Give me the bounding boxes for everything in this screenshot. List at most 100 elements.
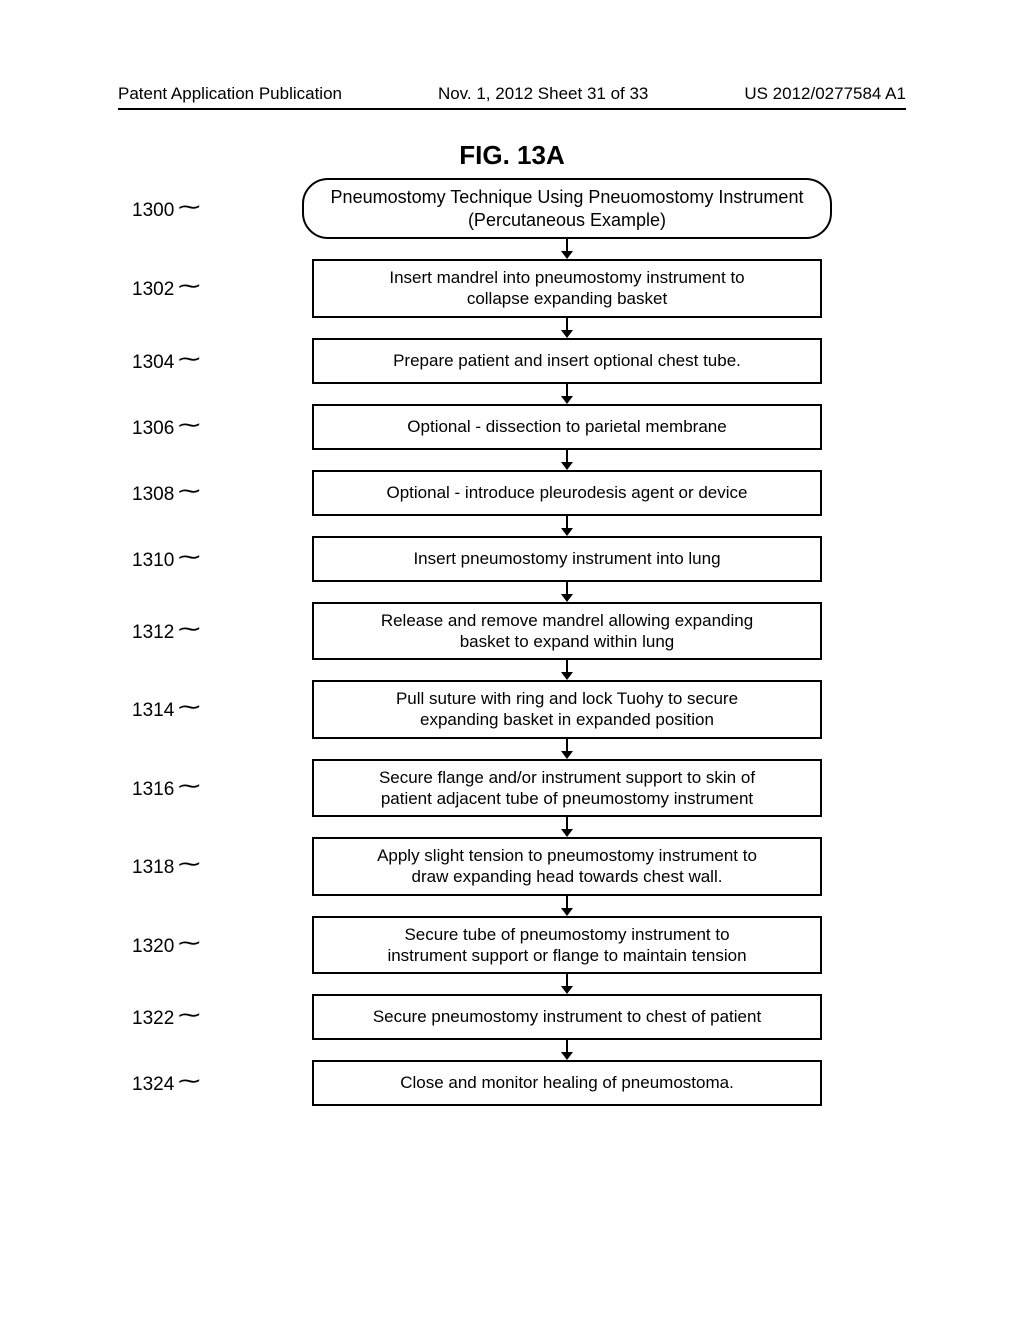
- arrow-down-icon: [559, 739, 575, 759]
- ref-number: 1310: [132, 550, 174, 571]
- arrow-down-icon: [559, 1040, 575, 1060]
- ref-number: 1324: [132, 1074, 174, 1095]
- header-rule: [118, 108, 906, 110]
- step-ref: 1318⁓: [132, 853, 204, 879]
- flow-row: 1304⁓ Prepare patient and insert optional…: [132, 338, 892, 384]
- arrow-down-icon: [559, 817, 575, 837]
- leader-icon: ⁓: [178, 851, 200, 876]
- step-ref: 1314⁓: [132, 696, 204, 722]
- step-ref: 1316⁓: [132, 775, 204, 801]
- flow-arrow: [559, 318, 575, 338]
- leader-icon: ⁓: [178, 273, 200, 298]
- box-line2: instrument support or flange to maintain…: [387, 945, 746, 966]
- step-ref: 1320⁓: [132, 932, 204, 958]
- flow-box: Secure flange and/or instrument support …: [312, 759, 822, 818]
- step-ref: 1300⁓: [132, 196, 204, 222]
- ref-number: 1316: [132, 779, 174, 800]
- box-line2: (Percutaneous Example): [318, 209, 816, 232]
- leader-icon: ⁓: [178, 544, 200, 569]
- arrow-down-icon: [559, 582, 575, 602]
- ref-number: 1302: [132, 279, 174, 300]
- leader-icon: ⁓: [178, 930, 200, 955]
- box-line1: Secure flange and/or instrument support …: [379, 767, 755, 788]
- arrow-down-icon: [559, 974, 575, 994]
- ref-number: 1306: [132, 418, 174, 439]
- flow-box: Apply slight tension to pneumostomy inst…: [312, 837, 822, 896]
- ref-number: 1304: [132, 352, 174, 373]
- flow-arrow: [559, 384, 575, 404]
- flow-step: 1304⁓ Prepare patient and insert optional…: [132, 338, 892, 404]
- flow-step: 1314⁓ Pull suture with ring and lock Tuoh…: [132, 680, 892, 759]
- flow-arrow: [559, 239, 575, 259]
- flow-arrow: [559, 739, 575, 759]
- flow-row: 1322⁓Secure pneumostomy instrument to ch…: [132, 994, 892, 1040]
- flow-step: 1300⁓ Pneumostomy Technique Using Pneuomo…: [132, 178, 892, 259]
- flow-arrow: [559, 660, 575, 680]
- step-ref: 1308⁓: [132, 480, 204, 506]
- flow-arrow: [559, 450, 575, 470]
- header-right: US 2012/0277584 A1: [744, 84, 906, 104]
- leader-icon: ⁓: [178, 616, 200, 641]
- flow-row: 1316⁓ Secure flange and/or instrument sup…: [132, 759, 892, 818]
- ref-number: 1314: [132, 700, 174, 721]
- flow-row: 1310⁓Insert pneumostomy instrument into …: [132, 536, 892, 582]
- flow-step: 1322⁓Secure pneumostomy instrument to ch…: [132, 994, 892, 1060]
- box-line1: Pull suture with ring and lock Tuohy to …: [396, 688, 738, 709]
- ref-number: 1312: [132, 622, 174, 643]
- flow-box: Prepare patient and insert optional ches…: [312, 338, 822, 384]
- step-ref: 1312⁓: [132, 618, 204, 644]
- flow-step: 1308⁓Optional - introduce pleurodesis ag…: [132, 470, 892, 536]
- box-line1: Insert mandrel into pneumostomy instrume…: [389, 267, 744, 288]
- box-line2: basket to expand within lung: [381, 631, 753, 652]
- ref-number: 1320: [132, 936, 174, 957]
- step-ref: 1322⁓: [132, 1004, 204, 1030]
- flow-box: Release and remove mandrel allowing expa…: [312, 602, 822, 661]
- leader-icon: ⁓: [178, 1002, 200, 1027]
- leader-icon: ⁓: [178, 346, 200, 371]
- arrow-down-icon: [559, 450, 575, 470]
- box-line1: Secure tube of pneumostomy instrument to: [387, 924, 746, 945]
- leader-icon: ⁓: [178, 194, 200, 219]
- flow-step: 1318⁓ Apply slight tension to pneumostomy…: [132, 837, 892, 916]
- box-line2: draw expanding head towards chest wall.: [377, 866, 757, 887]
- flow-step: 1312⁓ Release and remove mandrel allowing…: [132, 602, 892, 681]
- flow-box: Close and monitor healing of pneumostoma…: [312, 1060, 822, 1106]
- flow-box: Insert mandrel into pneumostomy instrume…: [312, 259, 822, 318]
- arrow-down-icon: [559, 239, 575, 259]
- flow-row: 1308⁓Optional - introduce pleurodesis ag…: [132, 470, 892, 516]
- ref-number: 1318: [132, 857, 174, 878]
- flow-step: 1316⁓ Secure flange and/or instrument sup…: [132, 759, 892, 838]
- arrow-down-icon: [559, 384, 575, 404]
- flowchart: 1300⁓ Pneumostomy Technique Using Pneuomo…: [0, 178, 1024, 1106]
- arrow-down-icon: [559, 318, 575, 338]
- arrow-down-icon: [559, 516, 575, 536]
- flow-row: 1320⁓ Secure tube of pneumostomy instrume…: [132, 916, 892, 975]
- flow-row: 1306⁓Optional - dissection to parietal m…: [132, 404, 892, 450]
- ref-number: 1308: [132, 484, 174, 505]
- flow-step: 1320⁓ Secure tube of pneumostomy instrume…: [132, 916, 892, 995]
- leader-icon: ⁓: [178, 694, 200, 719]
- leader-icon: ⁓: [178, 478, 200, 503]
- step-ref: 1324⁓: [132, 1070, 204, 1096]
- step-ref: 1310⁓: [132, 546, 204, 572]
- flow-arrow: [559, 1040, 575, 1060]
- flow-arrow: [559, 516, 575, 536]
- flow-arrow: [559, 817, 575, 837]
- flow-box: Pull suture with ring and lock Tuohy to …: [312, 680, 822, 739]
- arrow-down-icon: [559, 660, 575, 680]
- flow-step: 1324⁓ Close and monitor healing of pneumo…: [132, 1060, 892, 1106]
- figure-title: FIG. 13A: [0, 140, 1024, 171]
- step-ref: 1306⁓: [132, 414, 204, 440]
- flow-row: 1314⁓ Pull suture with ring and lock Tuoh…: [132, 680, 892, 739]
- flow-row: 1324⁓ Close and monitor healing of pneumo…: [132, 1060, 892, 1106]
- leader-icon: ⁓: [178, 773, 200, 798]
- box-line1: Pneumostomy Technique Using Pneuomostomy…: [318, 186, 816, 209]
- flow-step: 1306⁓Optional - dissection to parietal m…: [132, 404, 892, 470]
- ref-number: 1322: [132, 1008, 174, 1029]
- box-line2: expanding basket in expanded position: [396, 709, 738, 730]
- flow-row: 1318⁓ Apply slight tension to pneumostomy…: [132, 837, 892, 896]
- step-ref: 1302⁓: [132, 275, 204, 301]
- leader-icon: ⁓: [178, 412, 200, 437]
- flow-row: 1302⁓ Insert mandrel into pneumostomy ins…: [132, 259, 892, 318]
- flow-row: 1300⁓ Pneumostomy Technique Using Pneuomo…: [132, 178, 892, 239]
